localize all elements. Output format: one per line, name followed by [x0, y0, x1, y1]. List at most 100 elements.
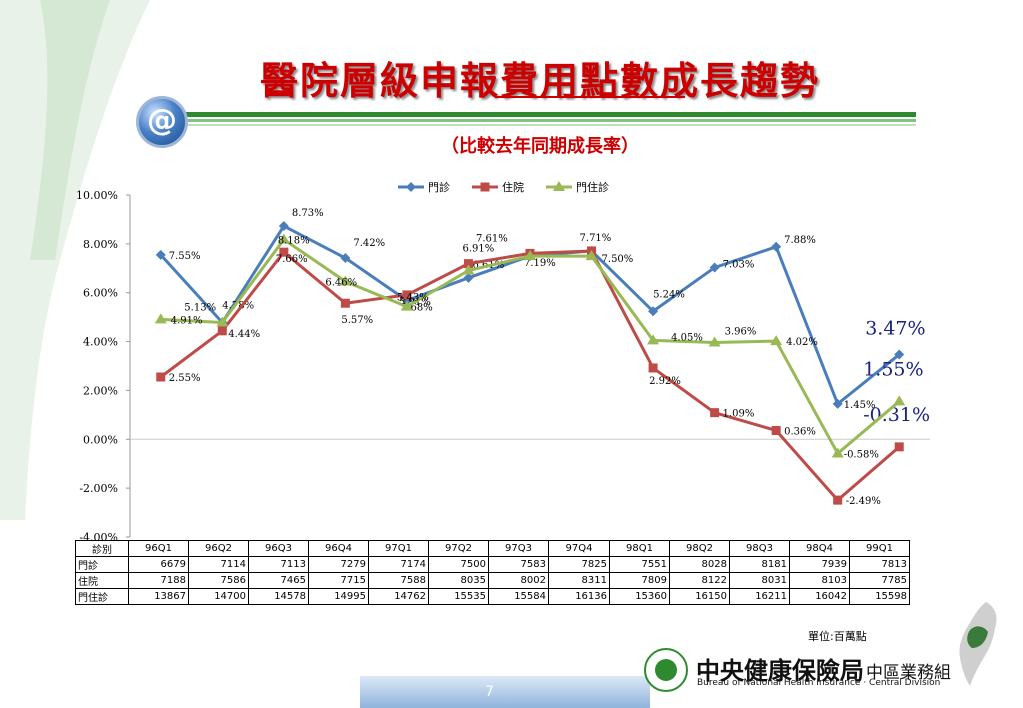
- data-label: 5.13%: [184, 303, 216, 314]
- data-point: [894, 442, 904, 452]
- data-label: 7.50%: [602, 254, 634, 265]
- table-header-row: 診別 96Q1 96Q2 96Q3 96Q4 97Q1 97Q2 97Q3 97Q4 98Q1 98…: [75, 540, 910, 557]
- table-column-header: 97Q3: [488, 540, 549, 557]
- data-point: [277, 233, 290, 244]
- data-point: [647, 334, 660, 345]
- table-row: 門住診 13867 14700 14578 14995 14762 15535 15584 16…: [75, 588, 910, 605]
- table-cell: 7465: [248, 572, 309, 589]
- data-label: 2.92%: [649, 376, 681, 387]
- data-label: -0.31%: [863, 404, 930, 426]
- table-cell: 14578: [248, 588, 309, 605]
- table-cell: 7588: [368, 572, 429, 589]
- data-label: 7.88%: [784, 235, 816, 246]
- table-cell: 8311: [548, 572, 610, 589]
- table-cell: 7113: [248, 556, 309, 573]
- data-point: [339, 275, 352, 286]
- data-point: [585, 250, 598, 261]
- data-point: [278, 221, 289, 232]
- table-cell: 16150: [669, 588, 730, 605]
- table-cell: 13867: [128, 588, 189, 605]
- data-label: 7.71%: [580, 233, 612, 244]
- bnhi-logo-icon: [644, 648, 688, 692]
- page-title: 醫院層級申報費用點數成長趨勢: [259, 58, 820, 103]
- table-cell: 16042: [789, 588, 850, 605]
- table-column-header: 98Q3: [729, 540, 790, 557]
- y-tick-label: 2.00%: [83, 384, 118, 397]
- data-table: 診別 96Q1 96Q2 96Q3 96Q4 97Q1 97Q2 97Q3 97Q4 98Q1 98…: [75, 540, 910, 605]
- data-label: 3.96%: [725, 327, 757, 338]
- data-label: -2.49%: [846, 496, 881, 507]
- y-tick-label: 4.00%: [83, 336, 118, 349]
- data-point: [400, 300, 413, 311]
- table-column-header: 99Q1: [849, 540, 910, 557]
- table-cell: 7114: [188, 556, 249, 573]
- table-cell: 15360: [609, 588, 670, 605]
- table-cell: 6679: [128, 556, 189, 573]
- data-point: [710, 408, 720, 418]
- data-point: [463, 259, 473, 269]
- legend-label: 門住診: [576, 180, 609, 194]
- table-cell: 7500: [428, 556, 489, 573]
- title-underline: [495, 96, 685, 98]
- table-column-header: 96Q1: [128, 540, 189, 557]
- table-cell: 7188: [128, 572, 189, 589]
- data-label: 1.09%: [723, 409, 755, 420]
- table-column-header: 97Q2: [428, 540, 489, 557]
- table-cell: 7586: [188, 572, 249, 589]
- data-point: [832, 398, 843, 409]
- org-name: 中央健康保險局: [696, 657, 864, 685]
- table-cell: 8028: [669, 556, 730, 573]
- data-point: [771, 425, 781, 435]
- data-point: [155, 249, 166, 260]
- data-label: 5.24%: [653, 289, 685, 300]
- legend-marker: [553, 181, 565, 191]
- data-label: -0.58%: [844, 449, 879, 460]
- table-corner-header: 診別: [75, 540, 129, 557]
- table-column-header: 96Q3: [248, 540, 309, 557]
- data-label: 4.44%: [228, 329, 260, 340]
- unit-note: 單位:百萬點: [808, 630, 867, 643]
- table-cell: 8103: [789, 572, 850, 589]
- legend-marker: [406, 182, 416, 192]
- legend-label: 住院: [502, 180, 524, 194]
- chart-subtitle: （比較去年同期成長率）: [441, 136, 639, 157]
- data-label: 5.57%: [341, 315, 373, 326]
- org-division: 中區業務組: [866, 663, 951, 683]
- data-point: [279, 247, 289, 257]
- data-label: 7.66%: [276, 254, 308, 265]
- table-cell: 15584: [488, 588, 549, 605]
- data-point: [833, 495, 843, 505]
- data-label: 7.03%: [723, 260, 755, 271]
- data-point: [217, 326, 227, 336]
- data-label: 7.55%: [169, 251, 201, 262]
- data-label: 2.55%: [169, 373, 201, 384]
- data-point: [709, 262, 720, 273]
- data-label: 3.47%: [865, 318, 925, 340]
- data-point: [463, 272, 474, 283]
- data-point: [462, 264, 475, 275]
- y-tick-label: 6.00%: [83, 287, 118, 300]
- data-label: 5.43%: [397, 293, 429, 304]
- table-row: 門診 6679 7114 7113 7279 7174 7500 7583 7825 7551 80…: [75, 556, 910, 573]
- table-cell: 7813: [849, 556, 910, 573]
- data-point: [771, 241, 782, 252]
- table-cell: 14700: [188, 588, 249, 605]
- table-cell: 7551: [609, 556, 670, 573]
- data-label: 7.42%: [353, 238, 385, 249]
- table-cell: 7174: [368, 556, 429, 573]
- table-cell: 7825: [548, 556, 610, 573]
- header-rule: [180, 112, 916, 117]
- y-tick-label: -2.00%: [79, 482, 118, 495]
- data-label: 0.36%: [784, 426, 816, 437]
- table-cell: 8122: [669, 572, 730, 589]
- at-sign-icon: @: [136, 96, 188, 148]
- y-tick-label: 10.00%: [76, 189, 118, 202]
- table-cell: 15535: [428, 588, 489, 605]
- table-row-label: 門住診: [75, 588, 129, 605]
- data-label: 7.19%: [524, 258, 556, 269]
- data-point: [770, 335, 783, 346]
- table-cell: 7809: [609, 572, 670, 589]
- series-line-1: [159, 249, 901, 502]
